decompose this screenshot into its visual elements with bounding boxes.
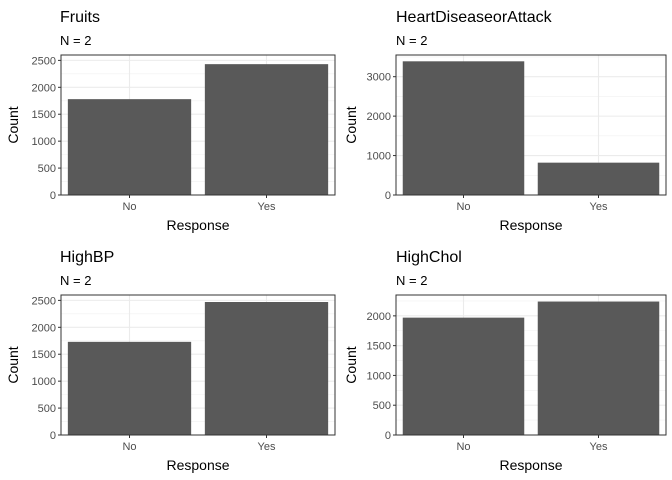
y-axis-title: Count xyxy=(5,106,21,143)
chart-panel-2: HeartDiseaseorAttack N = 2 0 1000 2000 3000 No… xyxy=(343,9,667,233)
bar-no xyxy=(402,317,525,435)
y-tick-label: 0 xyxy=(50,190,56,202)
chart-panel-4: HighChol N = 2 0 500 1000 1500 2000 No Yes Respon… xyxy=(343,249,667,473)
y-tick-label: 0 xyxy=(385,190,391,202)
plot-border xyxy=(395,294,667,436)
chart-title: HighBP xyxy=(60,249,114,266)
y-tick-label: 500 xyxy=(373,400,391,412)
x-axis-title: Response xyxy=(166,457,229,473)
bar-no xyxy=(402,61,525,195)
bar-no xyxy=(67,341,192,435)
bar-yes xyxy=(204,64,329,196)
y-tick-label: 1000 xyxy=(32,376,56,388)
y-tick-label: 0 xyxy=(385,430,391,442)
chart-title: HighChol xyxy=(396,249,462,266)
plot-border xyxy=(60,294,336,436)
y-tick-label: 500 xyxy=(38,403,56,415)
y-tick-label: 0 xyxy=(50,430,56,442)
y-tick-label: 2500 xyxy=(32,295,56,307)
x-tick-label: No xyxy=(456,441,470,453)
plot-border xyxy=(60,54,336,196)
y-tick-label: 2000 xyxy=(32,82,56,94)
y-tick-label: 3000 xyxy=(367,72,391,84)
bar-no xyxy=(67,99,192,195)
y-tick-label: 2000 xyxy=(367,111,391,123)
x-tick-label: Yes xyxy=(258,441,276,453)
y-tick-label: 2500 xyxy=(32,55,56,67)
y-axis-title: Count xyxy=(343,106,359,143)
chart-subtitle: N = 2 xyxy=(396,33,427,48)
bar-yes xyxy=(537,301,660,435)
chart-subtitle: N = 2 xyxy=(60,33,91,48)
y-tick-label: 1000 xyxy=(32,136,56,148)
y-tick-label: 2000 xyxy=(32,322,56,334)
chart-title: HeartDiseaseorAttack xyxy=(396,9,553,26)
chart-subtitle: N = 2 xyxy=(396,273,427,288)
x-tick-label: Yes xyxy=(590,441,608,453)
x-tick-label: No xyxy=(456,201,470,213)
chart-title: Fruits xyxy=(60,9,100,26)
x-tick-label: No xyxy=(122,201,136,213)
y-tick-label: 2000 xyxy=(367,311,391,323)
y-tick-label: 1500 xyxy=(367,341,391,353)
y-tick-label: 1500 xyxy=(32,349,56,361)
plot-border xyxy=(395,54,667,196)
bar-yes xyxy=(537,162,660,195)
x-axis-title: Response xyxy=(499,217,562,233)
chart-panel-3: HighBP N = 2 0 500 1000 1500 2000 2500 No Yes Resp… xyxy=(5,249,336,473)
y-axis-title: Count xyxy=(5,346,21,383)
bar-yes xyxy=(204,302,329,435)
y-tick-label: 500 xyxy=(38,163,56,175)
y-tick-label: 1000 xyxy=(367,151,391,163)
x-tick-label: No xyxy=(122,441,136,453)
x-axis-title: Response xyxy=(166,217,229,233)
chart-subtitle: N = 2 xyxy=(60,273,91,288)
chart-panel-1: Fruits N = 2 0 500 1000 1500 2000 2500 No Yes Resp… xyxy=(5,9,336,233)
x-axis-title: Response xyxy=(499,457,562,473)
y-tick-label: 1500 xyxy=(32,109,56,121)
x-tick-label: Yes xyxy=(590,201,608,213)
x-tick-label: Yes xyxy=(258,201,276,213)
y-axis-title: Count xyxy=(343,346,359,383)
y-tick-label: 1000 xyxy=(367,370,391,382)
